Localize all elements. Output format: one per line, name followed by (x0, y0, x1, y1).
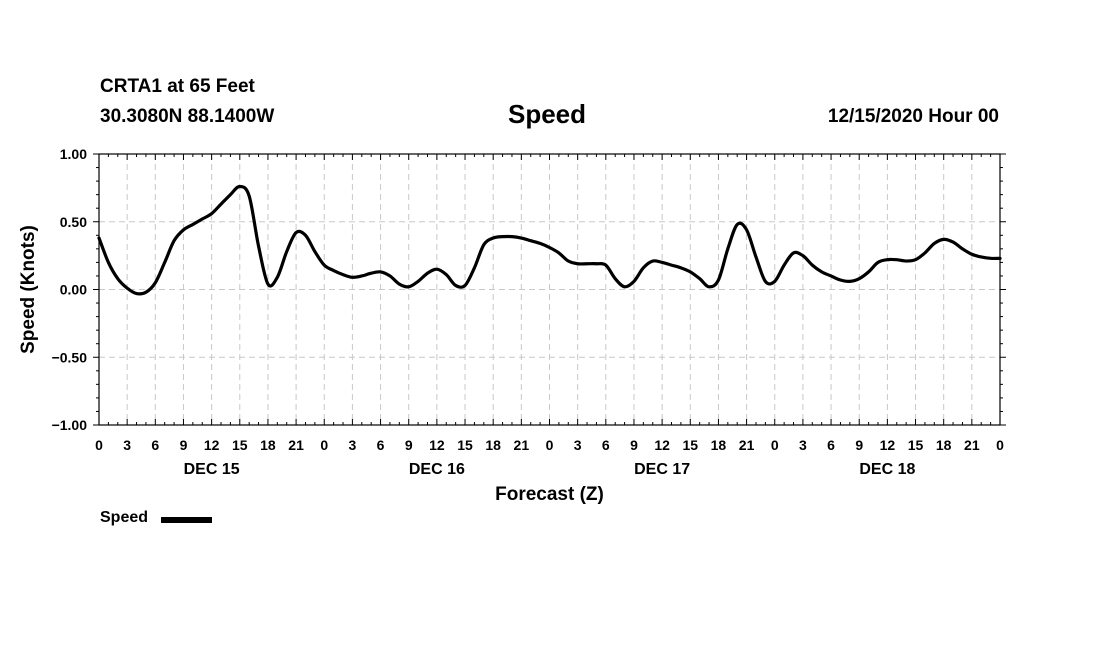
grid-layer (99, 154, 1000, 425)
day-label: DEC 15 (184, 461, 240, 478)
x-tick-label: 21 (514, 437, 530, 453)
run-time-label: 12/15/2020 Hour 00 (827, 106, 999, 127)
legend-line-swatch (161, 517, 212, 523)
x-tick-label: 18 (485, 437, 501, 453)
x-tick-label: 12 (429, 437, 445, 453)
x-tick-label: 15 (457, 437, 473, 453)
x-tick-label: 18 (711, 437, 727, 453)
x-tick-label: 3 (349, 437, 357, 453)
y-tick-label: −1.00 (52, 417, 88, 433)
x-tick-label: 0 (95, 437, 103, 453)
x-tick-label: 21 (964, 437, 980, 453)
x-tick-label: 3 (123, 437, 131, 453)
coordinates-label: 30.3080N 88.1400W (100, 106, 275, 127)
x-tick-label: 3 (574, 437, 582, 453)
x-tick-label: 15 (908, 437, 924, 453)
x-tick-label: 18 (260, 437, 276, 453)
x-tick-label: 21 (739, 437, 755, 453)
x-tick-label: 15 (682, 437, 698, 453)
x-tick-label: 0 (771, 437, 779, 453)
x-tick-label: 18 (936, 437, 952, 453)
x-tick-label: 12 (654, 437, 670, 453)
speed-series-line (97, 184, 1002, 296)
x-tick-label: 0 (546, 437, 554, 453)
series-layer (97, 184, 1002, 296)
x-tick-label: 6 (827, 437, 835, 453)
x-tick-label: 9 (855, 437, 863, 453)
chart-title: Speed (508, 99, 587, 129)
y-tick-label: 0.00 (60, 282, 87, 298)
x-tick-label: 21 (288, 437, 304, 453)
y-tick-label: −0.50 (52, 349, 88, 365)
x-tick-label: 9 (405, 437, 413, 453)
x-axis-title: Forecast (Z) (495, 484, 604, 505)
day-label: DEC 18 (859, 461, 915, 478)
day-label: DEC 17 (634, 461, 690, 478)
y-tick-label: 1.00 (60, 146, 87, 162)
x-tick-label: 9 (630, 437, 638, 453)
plot-frame (98, 153, 1001, 426)
label-layer: 0 3 6 9 12 15 18 21 0 3 6 9 12 15 18 21 0 3 6 9 12 15 18 21 0 3 6 9… (18, 146, 1004, 505)
x-tick-label: 6 (602, 437, 610, 453)
x-tick-label: 3 (799, 437, 807, 453)
x-tick-label: 9 (180, 437, 188, 453)
y-tick-label: 0.50 (60, 214, 87, 230)
x-tick-label: 15 (232, 437, 248, 453)
legend-label: Speed (100, 509, 149, 526)
x-tick-label: 6 (377, 437, 385, 453)
station-label: CRTA1 at 65 Feet (100, 76, 255, 97)
x-tick-label: 6 (151, 437, 159, 453)
x-tick-label: 12 (880, 437, 896, 453)
x-tick-label: 12 (204, 437, 220, 453)
x-tick-label: 0 (320, 437, 328, 453)
x-tick-label: 0 (996, 437, 1004, 453)
day-label: DEC 16 (409, 461, 465, 478)
y-axis-title: Speed (Knots) (18, 225, 39, 354)
